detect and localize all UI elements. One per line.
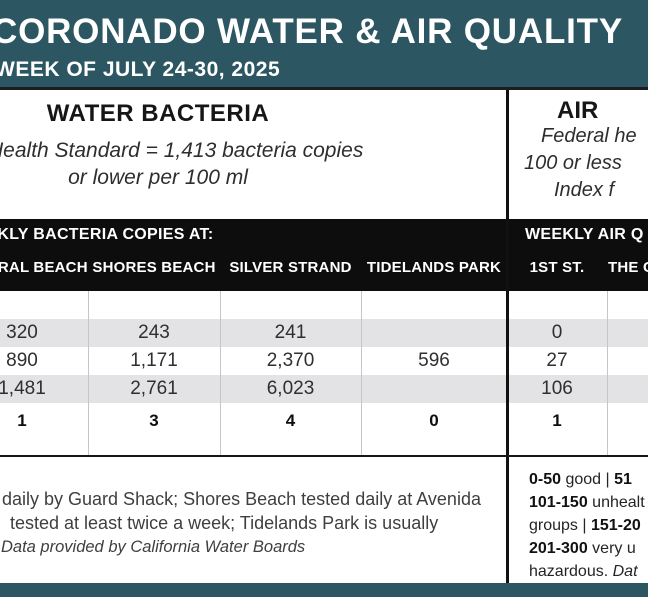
- column-header-silver-strand: SILVER STRAND: [229, 259, 352, 276]
- legend-range: 51: [614, 471, 632, 488]
- column-divider: [220, 291, 221, 455]
- table-bottom-rule: [0, 455, 648, 457]
- cell: [607, 403, 648, 439]
- cell: [607, 347, 648, 375]
- water-section-title: WATER BACTERIA: [46, 100, 270, 127]
- cell: 2,370: [266, 350, 315, 371]
- cell: [88, 291, 220, 319]
- cell: 3: [149, 411, 159, 430]
- air-standard-line2: 100 or less: [524, 152, 622, 174]
- table-row-summary: 1 3 4 0 1: [0, 403, 648, 439]
- legend-text: very u: [587, 540, 636, 557]
- legend-line: 101-150 unhealt: [529, 491, 648, 514]
- cell: 27: [546, 350, 568, 371]
- column-divider: [361, 291, 362, 455]
- table-row: 1,481 2,761 6,023 106: [0, 375, 648, 403]
- water-footnote-line2: tested at least twice a week; Tidelands …: [10, 513, 439, 533]
- cell: 320: [6, 322, 38, 343]
- cell: [507, 291, 607, 319]
- cell: [220, 291, 361, 319]
- legend-range: 101-150: [529, 494, 588, 511]
- cell: 1,481: [0, 378, 46, 399]
- column-header-the-c: THE C: [608, 259, 648, 276]
- cell: 890: [6, 350, 38, 371]
- water-bar-label: WEEKLY BACTERIA COPIES AT:: [0, 226, 214, 243]
- page-subtitle: WEEK OF JULY 24-30, 2025: [0, 58, 281, 81]
- column-header-1st-st: 1ST ST.: [529, 259, 585, 276]
- legend-line: hazardous. Dat: [529, 560, 648, 583]
- cell: 0: [429, 411, 439, 430]
- legend-text: groups |: [529, 517, 591, 534]
- water-standard-line1: Health Standard = 1,413 bacteria copies: [0, 139, 364, 162]
- legend-range: 151-20: [590, 517, 641, 534]
- table-row: 890 1,171 2,370 596 27: [0, 347, 648, 375]
- air-standard-line3: Index f: [554, 179, 615, 201]
- cell: 106: [541, 378, 573, 399]
- water-footnote-line1: daily by Guard Shack; Shores Beach teste…: [2, 489, 481, 509]
- legend-range: 201-300: [529, 540, 588, 557]
- cell: [607, 375, 648, 403]
- masthead: CORONADO WATER & AIR QUALITY WEEK OF JUL…: [0, 0, 648, 90]
- cell: [607, 291, 648, 319]
- water-air-section-divider: [506, 90, 509, 583]
- column-header-tidelands-park: TIDELANDS PARK: [366, 259, 502, 276]
- cell: [361, 291, 507, 319]
- legend-text: unhealt: [587, 494, 645, 511]
- table-row: [0, 291, 648, 319]
- legend-line: 0-50 good | 51: [529, 468, 648, 491]
- water-footnote-source: Data provided by California Water Boards: [1, 538, 306, 556]
- cell: 1,171: [130, 350, 178, 371]
- bottom-accent-bar: [0, 583, 648, 597]
- page-title: CORONADO WATER & AIR QUALITY: [0, 12, 623, 51]
- cell: 2,761: [130, 378, 178, 399]
- air-bar-label: WEEKLY AIR Q: [525, 226, 644, 243]
- air-quality-legend: 0-50 good | 51 101-150 unhealt groups | …: [529, 468, 648, 583]
- cell: 1: [552, 411, 562, 430]
- cell: [361, 375, 507, 403]
- legend-text: hazardous.: [529, 563, 613, 580]
- cell: 6,023: [266, 378, 315, 399]
- column-divider: [88, 291, 89, 455]
- cell: 596: [418, 350, 450, 371]
- cell: 241: [274, 322, 307, 343]
- cell: [0, 291, 88, 319]
- water-standard-line2: or lower per 100 ml: [68, 166, 248, 189]
- cell: 243: [138, 322, 170, 343]
- cell: [607, 319, 648, 347]
- table-row: 320 243 241 0: [0, 319, 648, 347]
- cell: 0: [551, 322, 563, 343]
- column-divider: [607, 291, 608, 455]
- column-header-central-beach: CENTRAL BEACH: [0, 259, 88, 276]
- air-section-title: AIR: [557, 97, 599, 124]
- column-header-shores-beach: SHORES BEACH: [92, 259, 216, 276]
- legend-line: groups | 151-20: [529, 514, 648, 537]
- cell: 1: [17, 411, 27, 430]
- legend-line: 201-300 very u: [529, 537, 648, 560]
- cell: [361, 319, 507, 347]
- air-standard-line1: Federal he: [541, 125, 637, 147]
- legend-range: 0-50: [529, 471, 562, 488]
- legend-text: good |: [561, 471, 615, 488]
- cell: 4: [285, 411, 296, 430]
- table-header-bar: WEEKLY BACTERIA COPIES AT: WEEKLY AIR Q …: [0, 219, 648, 291]
- legend-source: Dat: [612, 563, 638, 580]
